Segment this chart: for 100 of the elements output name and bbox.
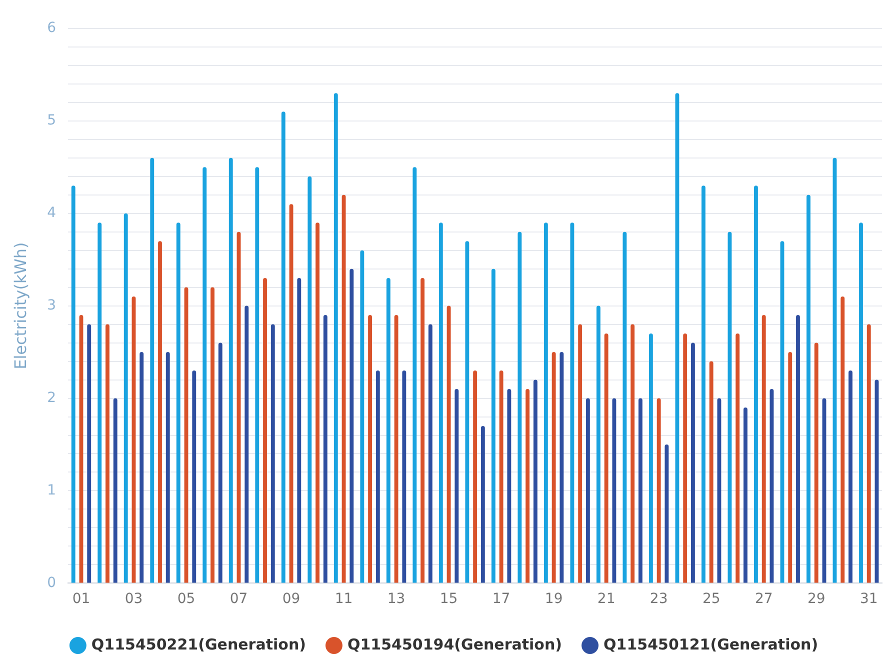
bar xyxy=(438,222,443,583)
bar xyxy=(518,232,522,583)
bar xyxy=(323,315,328,583)
bar xyxy=(297,278,302,583)
bar xyxy=(526,389,530,583)
bar xyxy=(859,222,863,583)
bar xyxy=(368,315,372,583)
bar xyxy=(840,296,845,583)
bar xyxy=(87,324,92,583)
x-tick-label: 09 xyxy=(282,591,300,608)
bar xyxy=(316,222,320,583)
bar xyxy=(788,352,792,583)
bar xyxy=(560,352,564,583)
bar xyxy=(192,370,196,583)
bar xyxy=(281,112,286,583)
x-tick-label: 29 xyxy=(807,591,826,608)
bar xyxy=(106,324,110,583)
bar xyxy=(473,370,478,583)
bar xyxy=(412,167,417,583)
bar xyxy=(420,278,425,583)
x-tick-label: 11 xyxy=(334,591,353,608)
bar xyxy=(638,398,642,583)
x-tick-label: 23 xyxy=(650,591,668,608)
bar xyxy=(648,334,653,583)
bar xyxy=(113,398,118,583)
bar xyxy=(744,408,748,583)
bar xyxy=(586,398,590,583)
x-tick-label: 13 xyxy=(387,591,406,608)
bar xyxy=(218,342,222,583)
bar xyxy=(709,361,714,583)
bar xyxy=(158,241,162,583)
bar xyxy=(630,324,635,583)
legend-label: Q115450121(Generation) xyxy=(604,635,818,654)
y-tick-label: 3 xyxy=(47,297,56,314)
x-tick-label: 07 xyxy=(230,591,248,608)
bar xyxy=(428,324,432,583)
bar xyxy=(124,213,128,583)
bar xyxy=(570,222,574,583)
bar xyxy=(228,158,233,583)
y-axis-title: Electricity(kWh) xyxy=(10,242,30,370)
bar xyxy=(552,352,556,583)
x-tick-label: 05 xyxy=(177,591,196,608)
x-tick-label: 21 xyxy=(597,591,616,608)
x-tick-label: 01 xyxy=(72,591,90,608)
bar xyxy=(499,370,504,583)
bar xyxy=(848,370,852,583)
bar xyxy=(446,306,451,583)
bar xyxy=(683,334,688,583)
bar xyxy=(140,352,144,583)
bar xyxy=(308,176,312,583)
bar xyxy=(480,426,485,583)
bar xyxy=(166,352,170,583)
bar xyxy=(533,380,538,583)
bar xyxy=(806,194,810,583)
bar xyxy=(255,167,260,583)
bar xyxy=(360,250,364,583)
bar xyxy=(702,186,706,583)
bar xyxy=(507,389,512,583)
bar xyxy=(71,186,76,583)
y-tick-label: 0 xyxy=(47,574,56,591)
bar xyxy=(612,398,616,583)
bar xyxy=(98,222,102,583)
y-tick-label: 4 xyxy=(47,204,56,221)
x-tick-label: 17 xyxy=(492,591,510,608)
x-tick-label: 19 xyxy=(544,591,563,608)
bar xyxy=(754,186,758,583)
bar xyxy=(454,389,459,583)
x-tick-label: 25 xyxy=(702,591,720,608)
bar xyxy=(334,93,338,583)
x-tick-label: 31 xyxy=(860,591,878,608)
bar xyxy=(394,315,398,583)
bar xyxy=(465,241,470,583)
bar xyxy=(544,222,548,583)
legend-label: Q115450194(Generation) xyxy=(347,635,562,654)
bar xyxy=(578,324,582,583)
bar xyxy=(350,268,354,583)
bar xyxy=(491,268,496,583)
bar xyxy=(736,334,740,583)
bar xyxy=(596,306,600,583)
bar xyxy=(604,334,608,583)
y-tick-label: 1 xyxy=(47,482,56,498)
x-tick-label: 27 xyxy=(754,591,773,608)
bar xyxy=(386,278,390,583)
bar xyxy=(866,324,871,583)
y-tick-label: 5 xyxy=(47,112,56,129)
legend-label: Q115450221(Generation) xyxy=(91,635,306,654)
bar xyxy=(176,222,180,583)
bar xyxy=(814,342,818,583)
bar xyxy=(656,398,661,583)
bar xyxy=(622,232,627,583)
bar xyxy=(762,315,766,583)
bar xyxy=(202,167,207,583)
bar xyxy=(796,315,800,583)
x-tick-label: 15 xyxy=(440,591,458,608)
y-tick-label: 6 xyxy=(47,20,56,36)
bar xyxy=(263,278,267,583)
bar xyxy=(150,158,154,583)
bar xyxy=(691,342,695,583)
bar xyxy=(376,370,380,583)
bar xyxy=(210,287,214,583)
